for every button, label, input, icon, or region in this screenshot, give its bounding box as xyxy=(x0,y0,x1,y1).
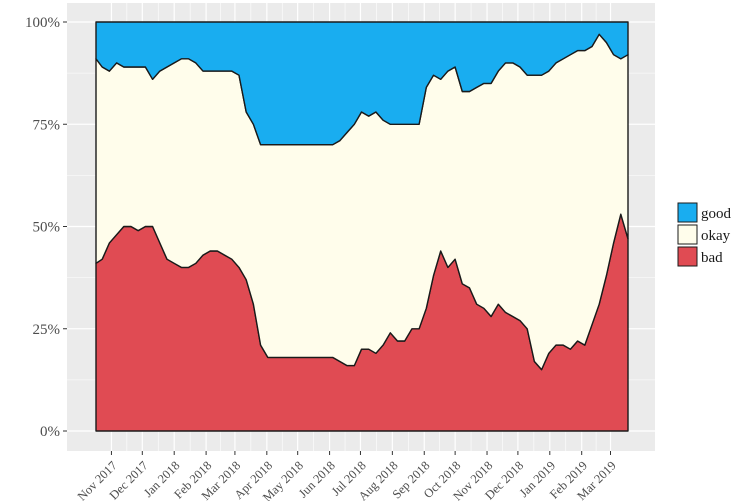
y-axis: 0% 25% 50% 75% 100% xyxy=(25,15,67,440)
legend-label-good: good xyxy=(701,206,732,222)
y-tick-label: 0% xyxy=(40,424,60,440)
y-tick-label: 100% xyxy=(25,15,60,31)
y-tick-label: 25% xyxy=(33,322,61,338)
legend-label-okay: okay xyxy=(701,228,731,244)
legend: good okay bad xyxy=(677,202,732,267)
legend-key-okay xyxy=(677,224,698,245)
y-tick-label: 50% xyxy=(33,220,61,236)
legend-key-bad xyxy=(677,246,698,267)
y-tick-label: 75% xyxy=(33,117,61,133)
legend-label-bad: bad xyxy=(701,250,723,266)
area-good xyxy=(95,21,629,146)
area-series xyxy=(95,21,629,432)
legend-key-good xyxy=(677,202,698,223)
